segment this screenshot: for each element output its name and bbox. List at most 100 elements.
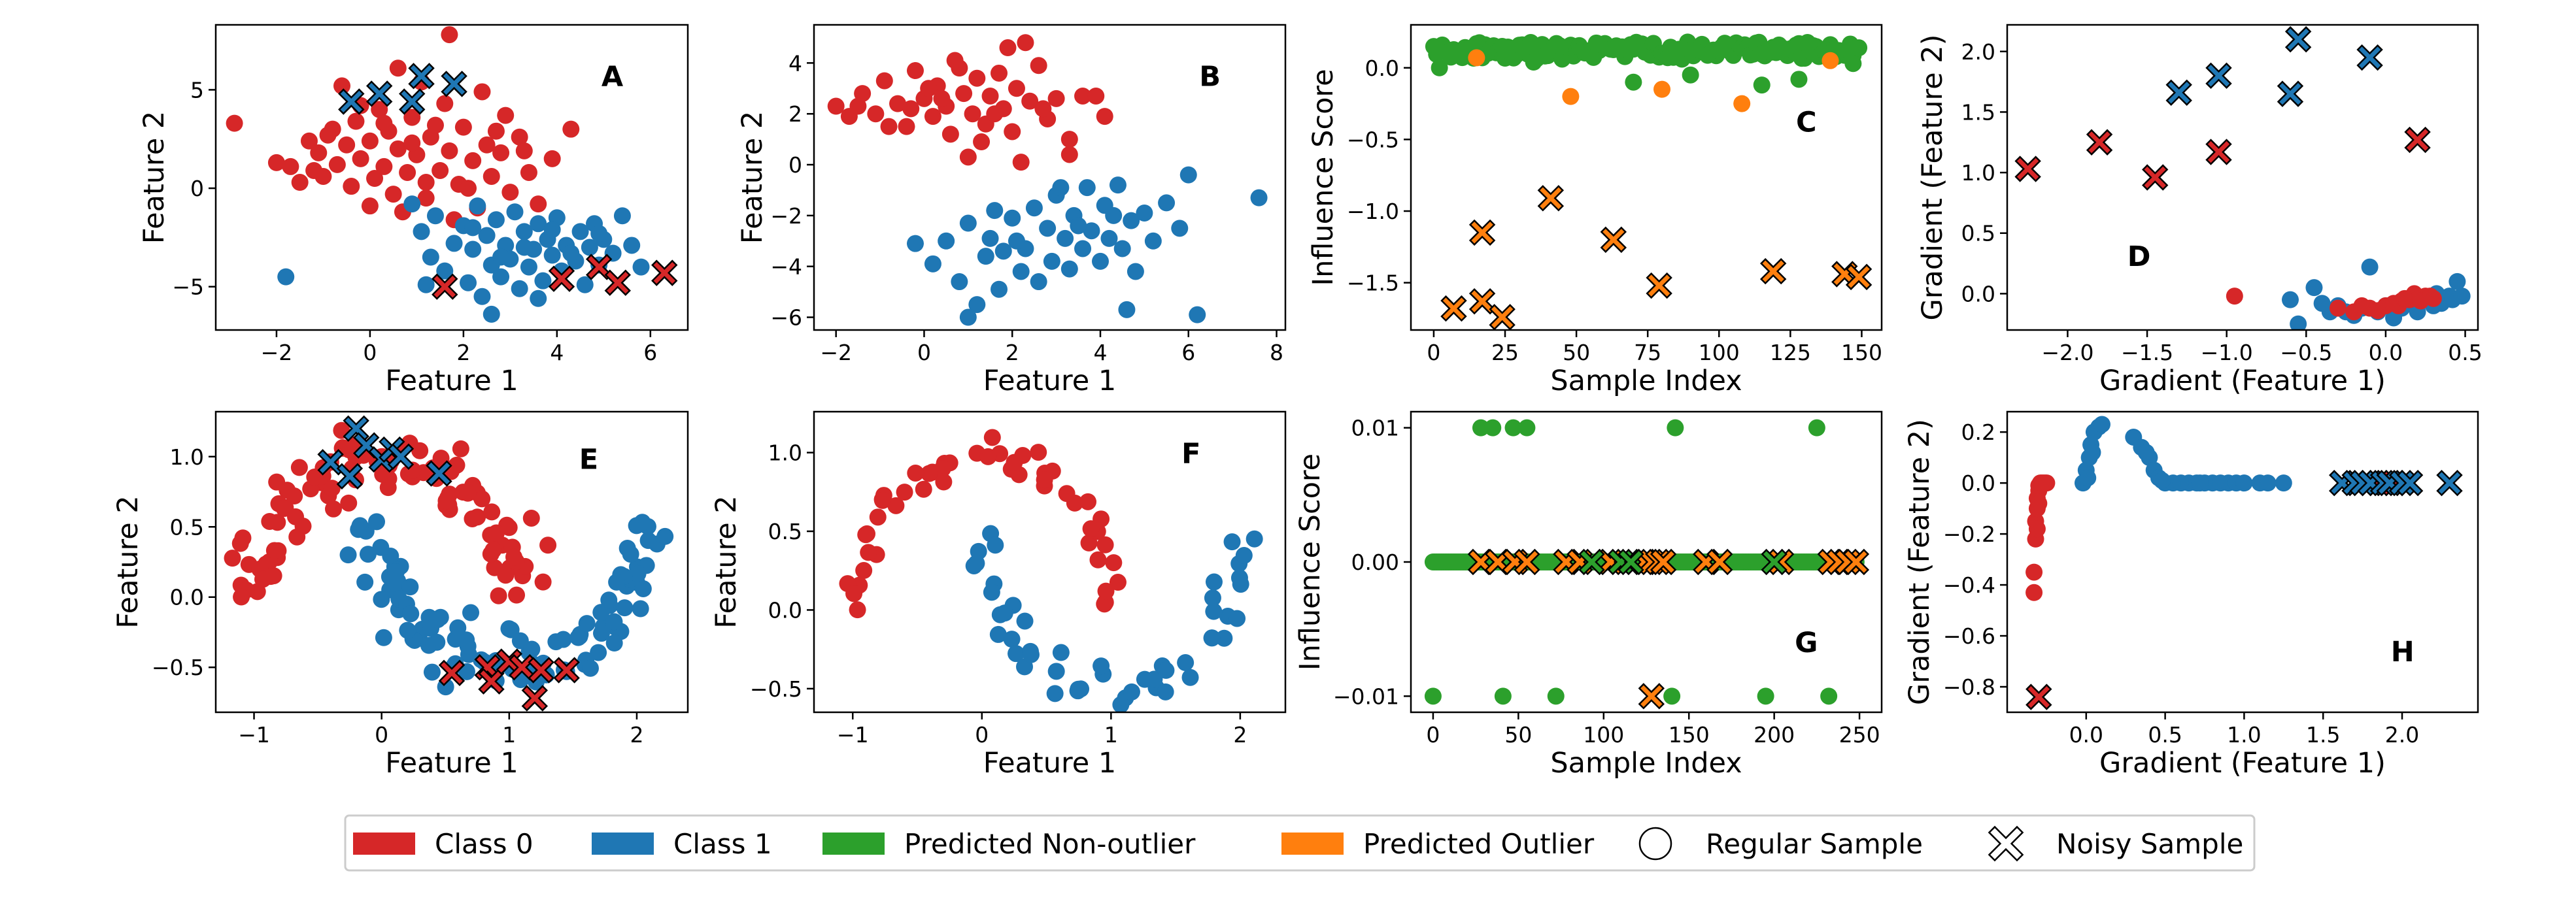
data-point bbox=[375, 629, 392, 646]
data-point bbox=[1079, 493, 1096, 510]
data-point bbox=[590, 644, 607, 661]
data-point bbox=[1074, 87, 1092, 105]
data-point-noisy bbox=[441, 71, 467, 97]
data-point bbox=[445, 235, 463, 252]
data-point bbox=[1017, 34, 1034, 52]
data-point bbox=[515, 239, 533, 256]
data-point bbox=[977, 248, 994, 265]
x-tick-label: −0.5 bbox=[2280, 340, 2332, 365]
series-class-1-noisy bbox=[2329, 469, 2463, 497]
data-point bbox=[867, 105, 885, 123]
data-point bbox=[1039, 220, 1057, 237]
data-point bbox=[387, 563, 405, 580]
data-point bbox=[497, 567, 515, 584]
data-point bbox=[896, 484, 913, 501]
data-point bbox=[1179, 166, 1197, 184]
data-point bbox=[994, 242, 1012, 260]
data-point bbox=[639, 532, 657, 550]
x-axis-label: Feature 1 bbox=[385, 365, 518, 397]
x-tick-label: 4 bbox=[550, 340, 564, 365]
data-point bbox=[375, 114, 393, 132]
series-outlier-noisy bbox=[1467, 548, 1870, 710]
data-point-noisy bbox=[1638, 683, 1665, 710]
legend-item: Class 0 bbox=[353, 828, 534, 860]
data-point bbox=[231, 535, 249, 552]
x-tick-label: 1 bbox=[1104, 722, 1118, 748]
y-axis-label: Influence Score bbox=[1307, 69, 1340, 286]
data-point bbox=[1136, 204, 1153, 222]
data-point bbox=[860, 544, 877, 561]
data-point-noisy bbox=[521, 685, 549, 712]
data-point bbox=[1016, 612, 1034, 630]
data-point-noisy bbox=[408, 63, 435, 90]
x-tick-label: 150 bbox=[1669, 722, 1710, 748]
data-point bbox=[1822, 52, 1839, 69]
data-point-noisy bbox=[317, 449, 344, 476]
data-point bbox=[571, 223, 589, 240]
data-point bbox=[1097, 582, 1115, 600]
y-tick-label: 0.01 bbox=[1351, 416, 1399, 441]
data-point bbox=[1844, 55, 1862, 73]
legend-circle-marker bbox=[1638, 827, 1672, 861]
x-tick-label: 0 bbox=[363, 340, 377, 365]
data-point bbox=[576, 276, 594, 293]
data-point bbox=[1047, 663, 1065, 680]
data-point-noisy bbox=[2086, 129, 2113, 156]
series-class-1-regular bbox=[2074, 416, 2292, 492]
data-point bbox=[2153, 472, 2171, 489]
y-tick-label: 1.0 bbox=[768, 440, 802, 466]
x-tick-label: 4 bbox=[1093, 340, 1107, 365]
data-point bbox=[1223, 533, 1241, 551]
data-point bbox=[359, 546, 377, 563]
data-point bbox=[417, 276, 435, 293]
y-tick-label: 0.0 bbox=[170, 585, 204, 610]
y-tick-label: 0.0 bbox=[1961, 470, 1995, 496]
legend-item: Predicted Outlier bbox=[1281, 828, 1595, 860]
legend-item: Predicted Non-outlier bbox=[822, 828, 1196, 860]
data-point bbox=[384, 186, 402, 203]
legend-swatch bbox=[353, 833, 415, 855]
data-point bbox=[441, 26, 458, 44]
data-point bbox=[1083, 222, 1100, 240]
series-non-outlier-low bbox=[1424, 687, 1838, 705]
data-point bbox=[855, 562, 873, 580]
data-point bbox=[1093, 657, 1110, 675]
data-point bbox=[1030, 444, 1047, 461]
data-point bbox=[460, 180, 477, 197]
data-point bbox=[511, 280, 528, 297]
panels: −2 0 2 4 6 −5 0 5 Feature 1 Feature 2 A −2 0 2 4 6 8 −6 −4… bbox=[112, 24, 2483, 780]
data-point bbox=[478, 227, 496, 244]
data-point bbox=[305, 161, 323, 179]
plot-area bbox=[2025, 416, 2463, 710]
data-point bbox=[1096, 595, 1113, 613]
data-point-noisy bbox=[553, 657, 580, 684]
x-tick-label: 0 bbox=[975, 722, 989, 748]
data-point-noisy bbox=[1468, 219, 1496, 246]
plot-area bbox=[827, 34, 1268, 326]
axes-frame bbox=[214, 24, 689, 331]
data-point bbox=[1008, 80, 1025, 97]
panel-A: −2 0 2 4 6 −5 0 5 Feature 1 Feature 2 A bbox=[138, 24, 689, 397]
data-point-noisy bbox=[2205, 62, 2232, 90]
data-point bbox=[2422, 288, 2439, 305]
data-point bbox=[323, 480, 341, 497]
data-point bbox=[520, 258, 537, 276]
y-tick-label: 1.0 bbox=[170, 444, 204, 470]
data-point bbox=[1012, 154, 1030, 171]
data-point-noisy bbox=[1537, 185, 1565, 212]
data-point bbox=[487, 122, 505, 140]
data-point bbox=[2093, 416, 2110, 433]
data-point bbox=[858, 525, 875, 542]
data-point bbox=[1096, 108, 1113, 125]
data-point bbox=[924, 108, 941, 125]
data-point bbox=[1246, 530, 1263, 548]
data-point bbox=[880, 118, 898, 135]
y-tick-label: −4 bbox=[770, 254, 802, 280]
data-point bbox=[600, 591, 618, 609]
data-point bbox=[973, 133, 991, 151]
legend-label: Predicted Outlier bbox=[1363, 828, 1595, 860]
data-point bbox=[1127, 263, 1144, 280]
data-point bbox=[373, 591, 390, 608]
data-point bbox=[1820, 687, 1838, 705]
data-point bbox=[401, 578, 419, 596]
